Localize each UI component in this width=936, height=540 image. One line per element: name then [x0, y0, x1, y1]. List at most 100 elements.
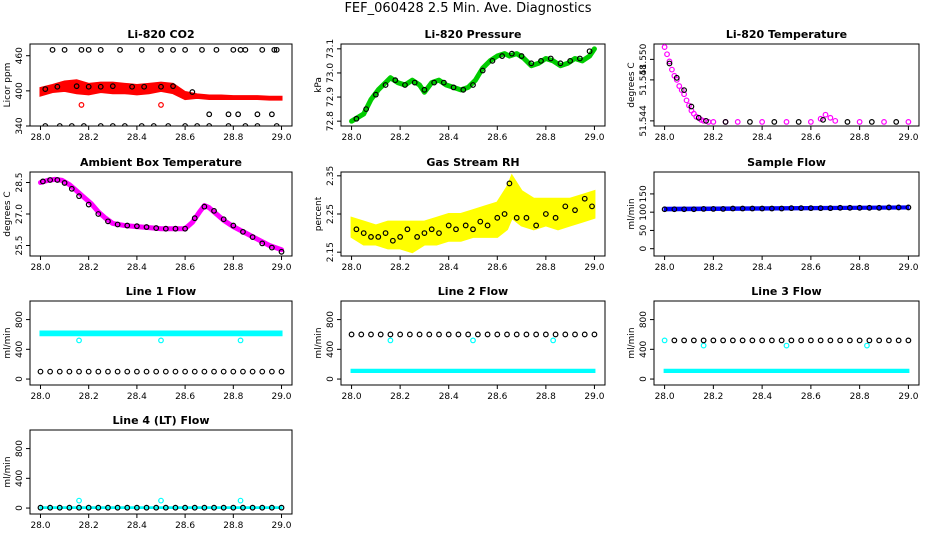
y-tick-label: 2.35 [326, 166, 336, 186]
data-point [158, 337, 164, 344]
data-point [240, 368, 246, 375]
data-point [143, 224, 150, 230]
data-point [673, 76, 680, 83]
data-point [235, 111, 242, 118]
x-tick-label: 28.2 [390, 392, 410, 402]
data-point [771, 118, 778, 125]
data-point [114, 221, 121, 228]
x-tick-label: 28.0 [655, 133, 675, 143]
data-point [95, 368, 102, 375]
data-point [905, 337, 912, 344]
panel-sample_flow: Sample Flow ml/min 28.0 28.2 28.4 28.6 28.8 29.… [627, 156, 920, 273]
data-point [124, 368, 131, 375]
y-axis-label: ml/min [3, 327, 13, 358]
panel-title: Line 1 Flow [126, 285, 196, 298]
data-point [170, 83, 176, 90]
data-point [138, 123, 145, 126]
data-point [259, 240, 266, 247]
data-point [54, 83, 61, 90]
data-point [97, 46, 104, 53]
panel-co2: Li-820 CO2 Licor ppm 28.0 28.2 28.4 28.6 28.8 2… [3, 28, 293, 143]
data-point [158, 83, 164, 90]
data-point [866, 337, 873, 344]
data-point [905, 204, 912, 211]
data-point [747, 118, 753, 125]
x-tick-label: 28.8 [223, 133, 243, 143]
y-tick-label: 800 [326, 311, 336, 328]
x-tick-label: 28.0 [655, 392, 675, 402]
figure-title: FEF_060428 2.5 Min. Ave. Diagnostics [344, 1, 592, 16]
data-point [358, 331, 365, 338]
data-point [893, 118, 900, 125]
data-point [552, 214, 559, 221]
data-point [807, 205, 814, 212]
y-tick-label: 50 [639, 224, 649, 236]
data-point [552, 331, 559, 338]
data-point [542, 331, 549, 338]
y-tick-label: 73.0 [326, 63, 336, 83]
data-point [690, 337, 697, 344]
data-point [172, 225, 179, 232]
data-point [273, 123, 280, 126]
data-point [729, 337, 736, 344]
x-tick-label: 28.0 [342, 263, 362, 273]
data-point [273, 46, 280, 53]
data-point [798, 205, 805, 212]
data-point [402, 82, 408, 88]
series-band [39, 330, 283, 337]
data-point [225, 111, 232, 118]
data-point [353, 226, 360, 233]
x-tick-label: 28.6 [487, 133, 507, 143]
data-point [710, 118, 717, 125]
x-tick-label: 28.8 [850, 263, 870, 273]
data-point [211, 207, 217, 214]
data-point [73, 83, 80, 90]
panel-line1: Line 1 Flow ml/min 28.0 28.2 28.4 28.6 28.8 29.… [3, 285, 293, 402]
data-point [182, 46, 189, 53]
plot-frame [29, 43, 293, 127]
data-point [242, 123, 249, 126]
data-point [508, 50, 515, 57]
y-tick-label: 51.548 [639, 64, 649, 96]
data-point [138, 46, 145, 53]
x-tick-label: 28.6 [487, 263, 507, 273]
panel-line4: Line 4 (LT) Flow ml/min 28.0 28.2 28.4 28.6 28… [3, 414, 293, 531]
data-point [513, 331, 520, 338]
data-point [141, 83, 148, 90]
data-point [484, 222, 491, 229]
x-tick-label: 29.0 [271, 263, 291, 273]
data-point [550, 337, 557, 344]
x-tick-label: 28.8 [850, 392, 870, 402]
data-point [562, 203, 569, 210]
y-axis-label: degrees C [627, 62, 637, 107]
data-point [37, 504, 44, 511]
data-point [220, 504, 227, 511]
data-point [153, 504, 160, 511]
data-point [259, 46, 266, 53]
data-point [56, 368, 63, 375]
data-point [162, 504, 169, 511]
data-point [76, 504, 82, 511]
data-point [249, 504, 256, 511]
data-point [494, 214, 501, 221]
data-point [182, 368, 189, 375]
data-point [470, 337, 476, 344]
y-tick-label: 0 [639, 376, 649, 382]
x-tick-label: 28.4 [127, 521, 147, 531]
data-point [542, 211, 549, 217]
data-point [254, 123, 261, 126]
data-point [158, 497, 164, 504]
x-tick-label: 28.8 [850, 133, 870, 143]
data-point [242, 46, 249, 53]
x-tick-label: 28.6 [175, 521, 195, 531]
data-point [414, 234, 421, 240]
data-point [109, 83, 116, 90]
plot-frame [29, 429, 293, 515]
data-point [411, 79, 418, 86]
data-point [249, 234, 256, 241]
data-point [85, 504, 92, 511]
data-point [348, 331, 355, 338]
y-tick-label: 51.544 [639, 105, 649, 137]
y-axis-label: degrees C [3, 191, 13, 236]
data-point [133, 368, 140, 375]
